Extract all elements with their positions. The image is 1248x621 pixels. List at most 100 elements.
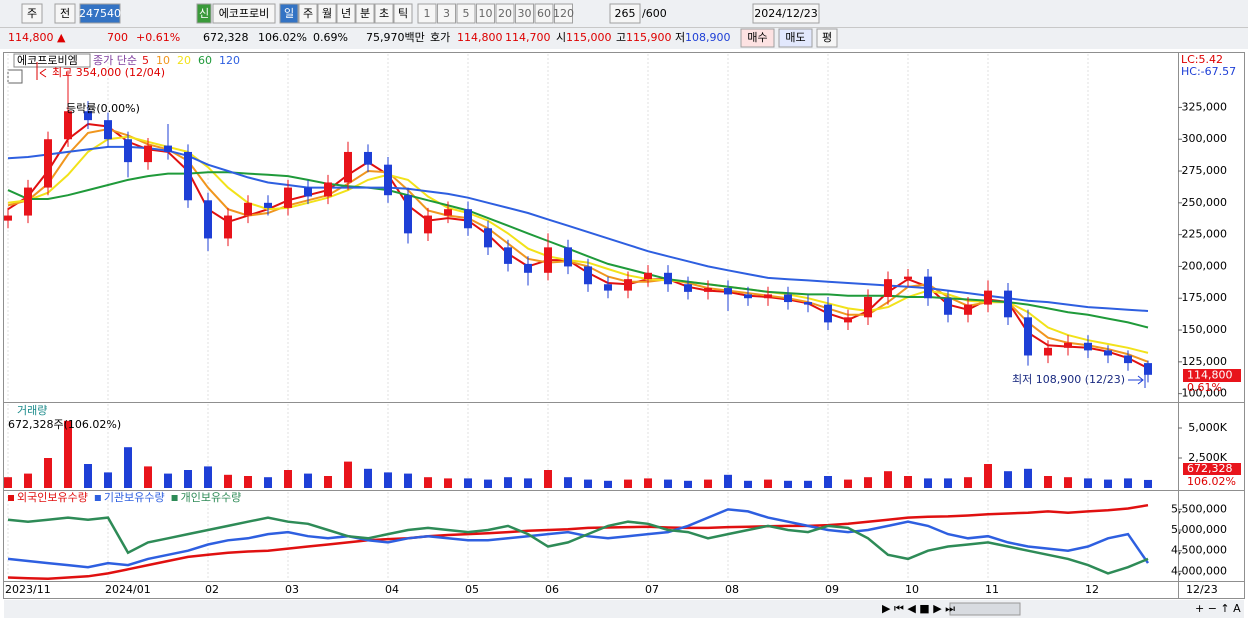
candle-body — [424, 215, 432, 234]
scrollbar[interactable] — [4, 600, 1244, 618]
quote-turnover: 0.69% — [313, 31, 348, 44]
button[interactable] — [279, 3, 299, 24]
candle-body — [1104, 350, 1112, 356]
button[interactable] — [317, 3, 337, 24]
button[interactable] — [417, 3, 437, 24]
volume-bar — [584, 479, 592, 488]
x-tick-label: 11 — [985, 583, 999, 596]
legend-entry: 외국인보유수량 — [17, 491, 88, 504]
button-label: 에코프로비 — [219, 7, 270, 20]
panel-title: 거래량 — [17, 404, 47, 417]
button-label: 전 — [60, 7, 70, 20]
candle-body — [84, 111, 92, 121]
hc-label: HC:-67.57 — [1181, 65, 1236, 78]
button-label: 초 — [379, 7, 389, 20]
x-tick-label: 05 — [465, 583, 479, 596]
x-tick-label: 02 — [205, 583, 219, 596]
button[interactable] — [816, 28, 838, 48]
button[interactable] — [752, 3, 820, 24]
volume-bar — [444, 478, 452, 488]
button[interactable] — [740, 28, 775, 48]
volume-bar — [704, 479, 712, 488]
button-label: 월 — [322, 7, 332, 20]
volume-bar — [564, 477, 572, 488]
volume-bar — [1104, 479, 1112, 488]
volume-bar — [164, 473, 172, 488]
zoom-icons[interactable]: + − ↑ A — [1195, 602, 1241, 615]
quote-low: 108,900 — [685, 31, 731, 44]
button[interactable] — [374, 3, 394, 24]
button-label: 년 — [341, 7, 351, 20]
candle-body — [704, 288, 712, 292]
volume-bar — [504, 477, 512, 488]
quote-amount: 75,970백만 — [366, 31, 425, 44]
x-tick-label: 04 — [385, 583, 399, 596]
candle-body — [824, 304, 832, 323]
chart-title: 에코프로비엠 — [17, 54, 78, 67]
volume-bar — [24, 473, 32, 488]
candle-body — [124, 139, 132, 163]
legend-swatch — [8, 495, 14, 501]
candle-body — [724, 288, 732, 295]
button[interactable] — [609, 3, 641, 24]
candle-body — [324, 182, 332, 197]
holding-line — [7, 503, 1149, 581]
y-tick-label: 250,000 — [1182, 196, 1228, 209]
panel-icon[interactable] — [7, 69, 23, 84]
button[interactable] — [79, 3, 121, 24]
button[interactable] — [554, 3, 573, 24]
candle-body — [684, 284, 692, 292]
x-tick-label: 08 — [725, 583, 739, 596]
y-tick-label: 100,000 — [1182, 387, 1228, 400]
ma-label: 종가 단순 — [93, 54, 137, 67]
button[interactable] — [212, 3, 276, 24]
chart-frame — [3, 52, 1245, 599]
button[interactable] — [495, 3, 515, 24]
volume-bar — [404, 473, 412, 488]
legend-entry: 10 — [156, 54, 170, 67]
candle-body — [1004, 290, 1012, 318]
candle-body — [604, 284, 612, 291]
candle-body — [64, 111, 72, 140]
volume-bar — [464, 478, 472, 488]
x-tick-label: 09 — [825, 583, 839, 596]
button[interactable] — [298, 3, 318, 24]
y-tick-label: 175,000 — [1182, 291, 1228, 304]
candle-body — [164, 145, 172, 152]
button[interactable] — [534, 3, 554, 24]
nav-icons[interactable]: ▶ ⏮ ◀ ■ ▶ ⏭ — [882, 602, 955, 615]
volume-bar — [1124, 478, 1132, 488]
button-label: 30 — [518, 7, 532, 20]
button-label: 일 — [284, 6, 294, 20]
button[interactable] — [437, 3, 456, 24]
volume-bar — [204, 466, 212, 488]
x-end-label: 12/23 — [1186, 583, 1218, 596]
y-tick-label: 300,000 — [1182, 132, 1228, 145]
volume-bar — [764, 479, 772, 488]
ma-line — [7, 171, 1149, 329]
candle-body — [644, 272, 652, 280]
button[interactable] — [778, 28, 813, 48]
volume-bar — [524, 478, 532, 488]
volume-bar — [924, 478, 932, 488]
volume-bar — [804, 480, 812, 488]
candle-body — [304, 187, 312, 197]
button[interactable] — [196, 3, 212, 24]
button[interactable] — [336, 3, 356, 24]
scroll-thumb[interactable] — [949, 602, 1021, 616]
button-label: 평 — [822, 31, 832, 44]
volume-bar — [304, 473, 312, 488]
quote-change-rate: +0.61% — [136, 31, 180, 44]
button[interactable] — [54, 3, 76, 24]
button[interactable] — [456, 3, 476, 24]
candle-body — [564, 247, 572, 267]
y-tick-label: 275,000 — [1182, 164, 1228, 177]
button[interactable] — [476, 3, 495, 24]
button[interactable] — [393, 3, 413, 24]
button[interactable] — [515, 3, 534, 24]
button[interactable] — [355, 3, 375, 24]
candle-body — [144, 145, 152, 163]
candle-body — [404, 195, 412, 234]
volume-bar — [344, 461, 352, 488]
button[interactable] — [21, 3, 43, 24]
